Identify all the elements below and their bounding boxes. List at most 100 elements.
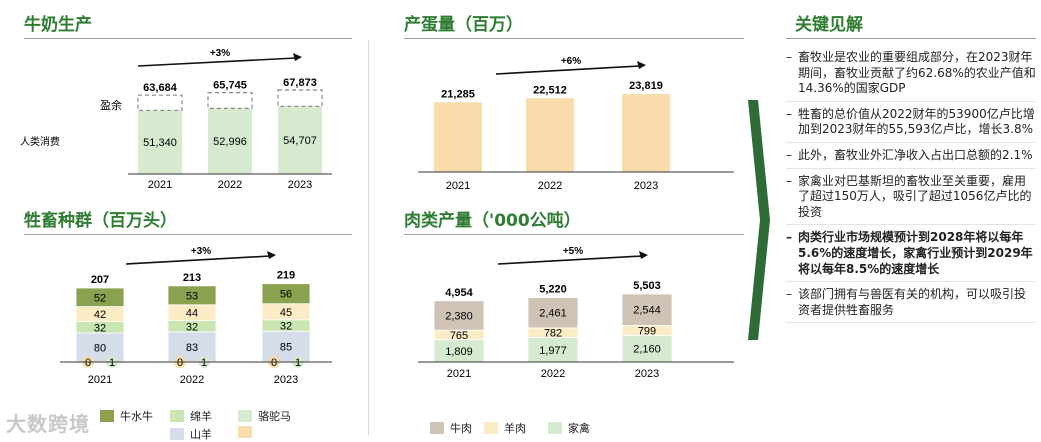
livestock-bar-segment [261, 283, 311, 305]
meat-growth-label: +5% [563, 246, 583, 257]
livestock-small-value: 1 [109, 357, 115, 369]
meat-bar-segment [433, 300, 485, 331]
meat-value-label: 1,809 [445, 346, 473, 358]
milk-bar-surplus [137, 94, 183, 112]
livestock-small-value: 1 [295, 357, 301, 369]
insight-item: 家禽业对巴基斯坦的畜牧业至关重要，雇用了超过150万人，吸引了超过1056亿卢比… [786, 174, 1036, 226]
meat-legend-label: 牛肉 [450, 422, 472, 435]
meat-value-label: 765 [450, 330, 468, 342]
livestock-small-value: 1 [201, 357, 207, 369]
livestock-legend-swatch [170, 410, 184, 422]
eggs-chart: +6% 21,285 2021 22,512 2022 23,819 2023 [418, 56, 734, 192]
insight-item: 牲畜的总价值从2022财年的53900亿卢比增加到2023财年的55,593亿卢… [786, 107, 1036, 143]
livestock-legend-label: 骆驼马 [258, 410, 291, 423]
milk-growth-label: +3% [210, 48, 230, 59]
meat-value-label: 2,544 [633, 305, 661, 317]
eggs-growth-arrow-line [495, 65, 641, 75]
eggs-growth-arrow-head [637, 61, 646, 69]
milk-value-label: 51,340 [143, 137, 177, 149]
livestock-category-label: 2022 [180, 374, 204, 386]
meat-value-label: 799 [638, 325, 656, 337]
livestock-total-label: 213 [183, 272, 201, 284]
milk-chart: 盈余 人类消费 +3% 51,340 63,684 2021 52,996 65,745 2… [20, 48, 332, 191]
livestock-category-label: 2021 [88, 374, 112, 386]
livestock-value-label: 85 [280, 341, 292, 353]
livestock-legend-item: 骆驼马 [238, 408, 291, 424]
meat-bar-segment [621, 334, 673, 363]
livestock-legend-item: 山羊 [170, 426, 212, 442]
meat-legend-swatch [430, 422, 444, 434]
livestock-small-value: 0 [271, 357, 277, 369]
eggs-category-label: 2023 [634, 180, 658, 192]
livestock-legend-swatch [238, 410, 252, 422]
milk-growth-arrow-head [293, 53, 302, 61]
eggs-title: 产蛋量（百万） [404, 15, 523, 35]
livestock-total-label: 207 [91, 274, 109, 286]
insights-title-underline [786, 38, 1036, 39]
meat-value-label: 782 [544, 328, 562, 340]
meat-category-label: 2023 [635, 368, 659, 380]
meat-category-label: 2022 [541, 368, 565, 380]
insight-item: 肉类行业市场规模预计到2028年将以每年5.6%的速度增长，家禽行业预计到202… [786, 230, 1036, 283]
insight-item: 该部门拥有与兽医有关的机构，可以吸引投资者提供牲畜服务 [786, 287, 1036, 324]
meat-growth-arrow-line [497, 255, 643, 265]
eggs-growth-label: +6% [561, 56, 581, 67]
livestock-title: 牲畜种群（百万头） [24, 211, 177, 231]
milk-total-label: 63,684 [143, 82, 178, 94]
eggs-category-label: 2022 [538, 180, 562, 192]
livestock-value-label: 32 [280, 321, 292, 333]
meat-legend-item: 家禽 [548, 420, 590, 436]
meat-growth-arrow-head [639, 251, 648, 259]
livestock-value-label: 52 [94, 292, 106, 304]
eggs-bar [622, 94, 670, 172]
livestock-legend-label: 绵羊 [190, 410, 212, 423]
livestock-value-label: 83 [186, 342, 198, 354]
milk-bar-human [208, 108, 252, 174]
milk-title-underline [24, 38, 352, 39]
meat-total-label: 4,954 [445, 287, 473, 299]
livestock-legend-swatch [238, 426, 252, 438]
milk-surplus-label: 盈余 [100, 98, 122, 112]
livestock-growth-arrow-head [267, 251, 276, 259]
insight-item: 畜牧业是农业的重要组成部分，在2023财年期间，畜牧业贡献了约62.68%的农业… [786, 50, 1036, 102]
meat-total-label: 5,503 [633, 280, 661, 292]
meat-bar-segment [527, 337, 579, 363]
meat-value-label: 2,461 [539, 308, 567, 320]
milk-category-label: 2023 [288, 179, 312, 191]
livestock-legend-label: 牛水牛 [120, 410, 153, 423]
eggs-value-label: 22,512 [533, 84, 567, 96]
livestock-bar-segment [167, 285, 217, 306]
livestock-title-underline [24, 234, 352, 235]
livestock-legend-item: 牛水牛 [100, 408, 153, 424]
milk-value-label: 52,996 [213, 136, 247, 148]
livestock-legend-swatch [170, 428, 184, 440]
livestock-value-label: 32 [94, 322, 106, 334]
livestock-small-value: 0 [177, 357, 183, 369]
meat-value-label: 1,977 [539, 345, 567, 357]
livestock-legend: 牛水牛 绵羊 骆驼马山羊 [100, 406, 360, 442]
meat-legend-swatch [484, 422, 498, 434]
meat-legend-label: 家禽 [568, 422, 590, 435]
meat-legend-item: 羊肉 [484, 420, 526, 436]
meat-value-label: 2,380 [445, 310, 473, 322]
meat-category-label: 2021 [447, 368, 471, 380]
livestock-value-label: 53 [186, 290, 198, 302]
milk-bar-human [278, 106, 322, 174]
milk-bar-human [138, 110, 182, 174]
milk-total-label: 67,873 [283, 77, 317, 89]
livestock-value-label: 80 [94, 342, 106, 354]
eggs-title-underline [404, 38, 744, 39]
livestock-legend-label: 山羊 [190, 428, 212, 441]
meat-legend: 牛肉 羊肉 家禽 [430, 420, 730, 438]
livestock-value-label: 44 [186, 308, 198, 320]
livestock-total-label: 219 [277, 270, 295, 282]
column-divider [368, 40, 369, 435]
livestock-bar-segment [75, 287, 125, 307]
meat-legend-label: 羊肉 [504, 422, 526, 435]
milk-growth-arrow-line [137, 57, 297, 67]
eggs-bar [526, 98, 574, 172]
milk-human-label: 人类消费 [20, 135, 60, 148]
meat-legend-item: 牛肉 [430, 420, 472, 436]
eggs-value-label: 21,285 [441, 88, 475, 100]
